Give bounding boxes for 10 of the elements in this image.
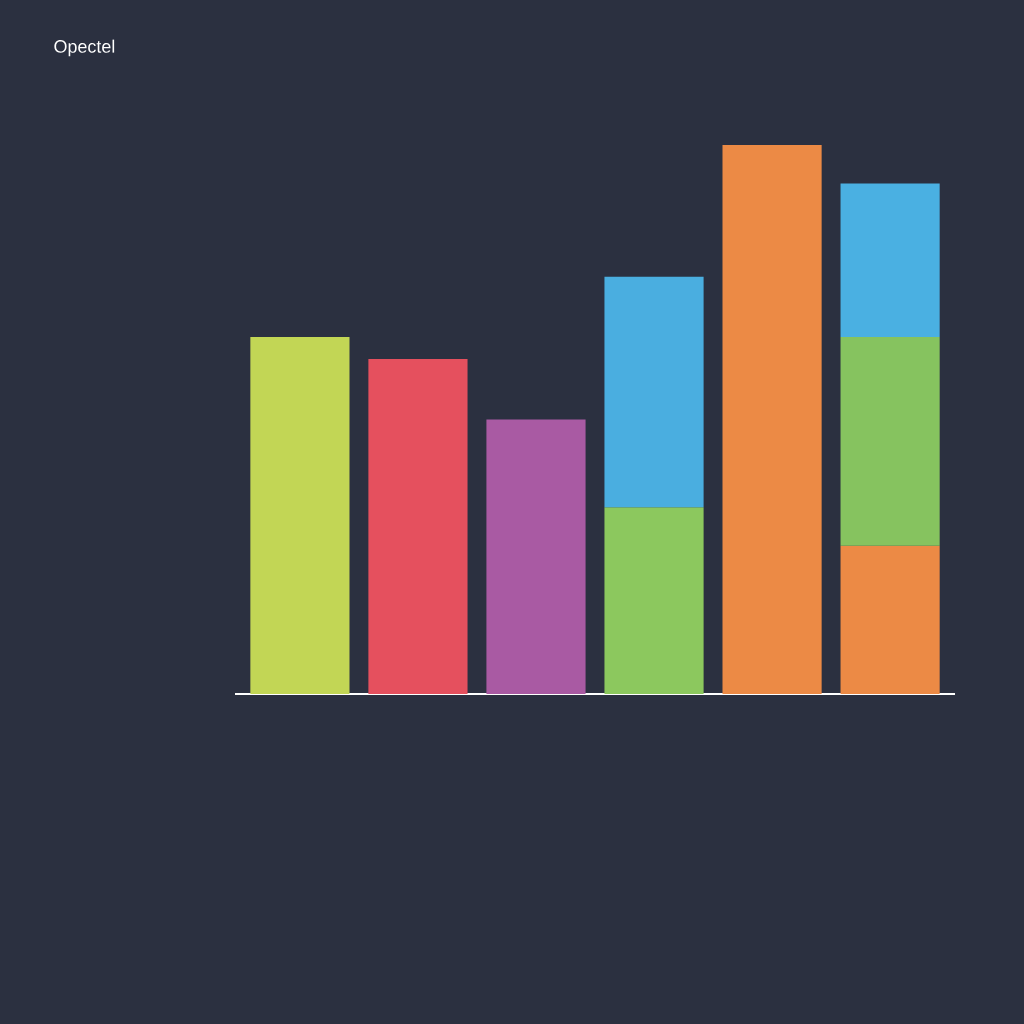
bar xyxy=(840,545,940,694)
bar xyxy=(840,183,940,338)
text: Opectel xyxy=(54,39,115,57)
bar xyxy=(486,419,586,694)
bar xyxy=(840,337,940,546)
bar xyxy=(250,337,350,694)
bar xyxy=(604,276,704,508)
bar xyxy=(604,507,704,694)
bar xyxy=(368,359,468,694)
bar xyxy=(722,144,822,694)
